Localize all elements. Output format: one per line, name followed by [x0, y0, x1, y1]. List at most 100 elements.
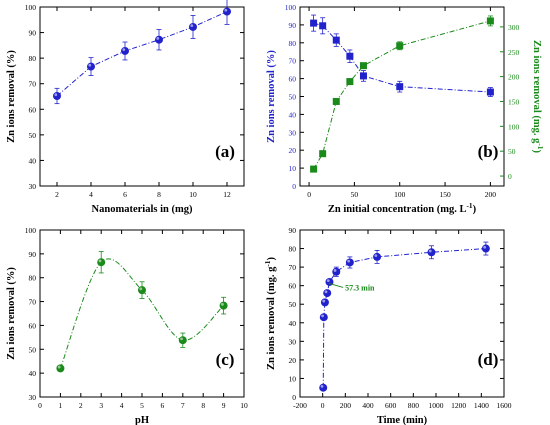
data-point	[396, 83, 404, 91]
data-point	[359, 62, 367, 70]
data-point	[427, 248, 436, 257]
x-tick-label: 2	[79, 401, 83, 410]
data-point-fill	[319, 313, 328, 322]
y-axis-label-main: Zn ions removal (mg. g	[266, 266, 277, 370]
x-tick-label: 12	[223, 190, 231, 199]
data-point-fill	[87, 62, 95, 71]
data-point	[56, 364, 65, 373]
y-tick-label: 100	[25, 3, 37, 12]
data-point-fill	[121, 46, 129, 55]
data-point-fill	[56, 364, 65, 373]
x-tick-label: -200	[293, 401, 307, 410]
y-tick-label: 60	[289, 75, 297, 84]
panel-d: -200 0 200 400 600 800 1000 1200 1400 16000102030…	[263, 226, 512, 425]
data-point-shine	[180, 337, 184, 341]
data-point-fill	[319, 383, 328, 392]
y-tick-label: 90	[29, 29, 37, 38]
data-point-fill	[223, 7, 231, 16]
x-tick-label: 8	[201, 401, 205, 410]
data-point-shine	[324, 290, 328, 294]
y-tick-label: 70	[289, 57, 297, 66]
y2-tick-label: 50	[508, 147, 516, 156]
data-point	[319, 313, 328, 322]
y-tick-label: 90	[29, 250, 37, 259]
x-tick-label: 10	[240, 401, 248, 410]
x-tick-label: 7	[181, 401, 185, 410]
data-point-shine	[221, 302, 224, 306]
panel-label: (a)	[215, 142, 235, 161]
y-tick-label: 80	[289, 245, 297, 254]
data-point-fill	[178, 336, 187, 345]
x-tick-label: 8	[157, 190, 161, 199]
data-point	[345, 258, 354, 267]
data-point-shine	[320, 385, 324, 388]
y-tick-label: 60	[29, 321, 37, 330]
data-point-shine	[428, 249, 432, 253]
x-tick-label: 1400	[474, 401, 489, 410]
y-tick-label: 70	[29, 80, 37, 89]
x-tick-label: 9	[222, 401, 226, 410]
panel-b: 0 50 100 150 200 0 10 20 30 40 50 60 70 80 90 100 0 50 100…	[266, 3, 546, 215]
y-tick-label: 50	[289, 300, 297, 309]
data-point-shine	[321, 314, 324, 318]
x-axis-label: pH	[135, 415, 149, 425]
data-point-shine	[322, 299, 326, 303]
data-point-shine	[54, 93, 58, 97]
y-tick-label: 0	[292, 393, 296, 402]
x-tick-label: 4	[120, 401, 124, 410]
y-axis-label: Zn ions removal (%)	[266, 50, 277, 143]
y-tick-label: 20	[289, 356, 297, 365]
y2-tick-label: 0	[508, 172, 512, 181]
y-tick-label: 80	[29, 274, 37, 283]
y-tick-label: 0	[292, 182, 296, 191]
data-point	[189, 22, 197, 31]
x-tick-label: 2	[55, 190, 59, 199]
data-point	[320, 298, 329, 307]
data-point	[223, 7, 231, 16]
y-tick-label: 90	[289, 226, 297, 235]
y2-axis-label-sup: -1	[537, 143, 546, 149]
x-tick-label: 5	[140, 401, 144, 410]
x-axis-label: Nanomaterials in (mg)	[92, 204, 193, 215]
x-tick-label: 0	[307, 190, 311, 199]
series-line	[59, 258, 224, 369]
data-point	[319, 150, 327, 158]
x-tick-label: 6	[123, 190, 127, 199]
y-tick-label: 30	[29, 182, 37, 191]
y2-axis-label: Zn ions removal (mg. g-1)	[531, 40, 546, 153]
y-tick-label: 50	[289, 93, 297, 102]
annotation-text: 57.3 min	[345, 283, 375, 292]
data-point-shine	[98, 259, 102, 263]
plot-frame	[39, 229, 245, 398]
x-tick-label: 400	[362, 401, 374, 410]
data-point	[97, 258, 106, 267]
y2-tick-label: 250	[508, 48, 520, 57]
data-point-shine	[190, 24, 194, 28]
y-axis-label: Zn ions removal (mg. g-1)	[263, 257, 278, 370]
data-point	[121, 46, 129, 55]
panel-label: (b)	[478, 142, 499, 161]
y-tick-label: 100	[25, 226, 37, 235]
data-point	[310, 165, 318, 173]
y-tick-label: 40	[29, 156, 37, 165]
data-point	[178, 336, 187, 345]
data-point-shine	[139, 287, 143, 291]
data-point-fill	[219, 301, 228, 310]
y-tick-label: 50	[29, 131, 37, 140]
data-point-fill	[427, 248, 436, 257]
y-tick-label: 70	[29, 298, 37, 307]
data-point-fill	[345, 258, 354, 267]
data-point-shine	[333, 269, 337, 272]
series-line	[322, 248, 486, 388]
data-point	[138, 286, 146, 295]
y-axis-label: Zn ions removal (%)	[6, 267, 17, 360]
x-axis-label: Time (min)	[377, 415, 428, 425]
x-tick-label: 1200	[451, 401, 466, 410]
data-point	[219, 301, 228, 310]
data-point-fill	[189, 22, 197, 31]
panel-c: 0 1 2 3 4 5 6 7 8 9 10 30 40 50 60 70 80 90 100 pH Zn ions r…	[6, 226, 248, 425]
x-tick-label: 10	[189, 190, 197, 199]
data-point	[323, 289, 332, 298]
data-point-shine	[347, 259, 351, 263]
